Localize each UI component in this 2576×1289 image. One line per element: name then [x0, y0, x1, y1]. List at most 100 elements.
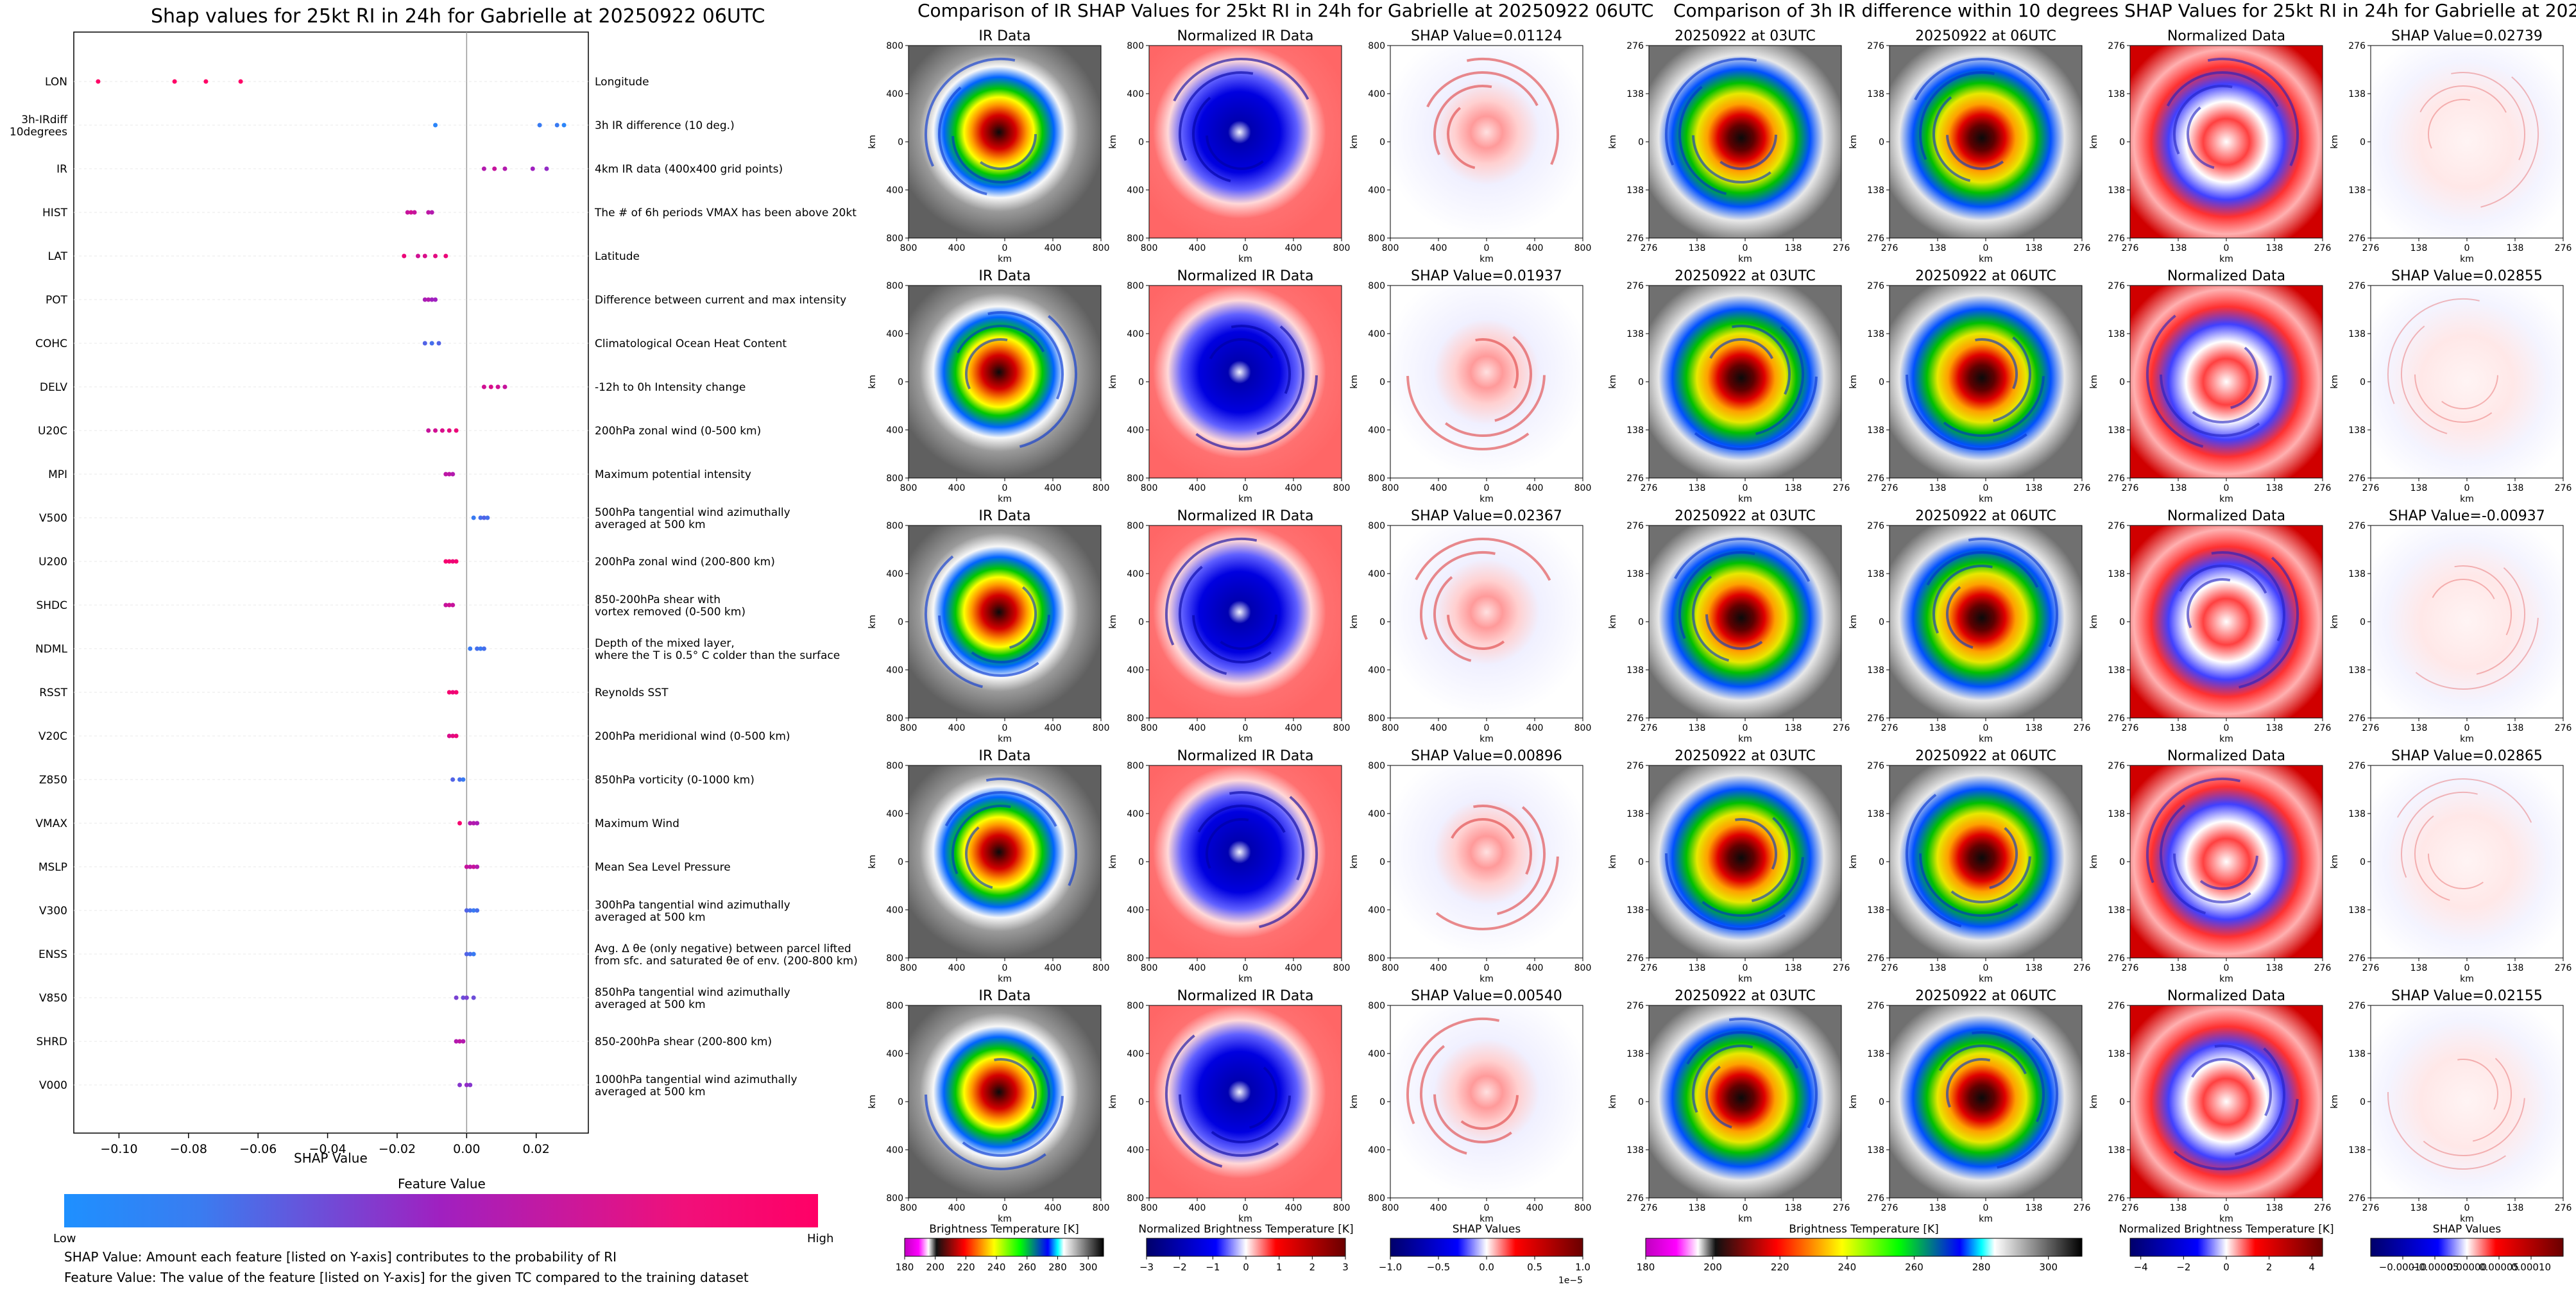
colorbar-tick-label: −2 — [1173, 1261, 1187, 1273]
x-tick-label: 800 — [900, 963, 917, 973]
y-tick-label: 276 — [2108, 234, 2125, 244]
feature-desc-label: 4km IR data (400x400 grid points) — [595, 163, 783, 176]
feature-colorbar-high: High — [807, 1232, 834, 1245]
y-tick-label: 0 — [898, 617, 903, 627]
swirl-band — [1209, 338, 1274, 359]
colorbar-tick-label: 4 — [2309, 1261, 2316, 1273]
y-tick-label: 276 — [1626, 41, 1644, 51]
swirl-band — [2454, 565, 2512, 636]
y-tick-label: 0 — [1638, 137, 1644, 148]
x-tick-label: 800 — [1574, 243, 1592, 253]
y-axis-label: km — [867, 615, 878, 629]
y-tick-label: 138 — [2108, 569, 2125, 579]
y-tick-label: 276 — [1867, 474, 1884, 484]
y-axis-label: km — [1608, 1095, 1618, 1109]
image-panel — [1148, 285, 1342, 479]
y-tick-label: 276 — [2348, 953, 2366, 964]
swirl-band — [994, 1058, 1037, 1109]
x-tick-label: 276 — [2362, 723, 2380, 733]
y-tick-label: 138 — [2348, 1049, 2366, 1059]
x-tick-label: 138 — [1785, 963, 1802, 973]
shap-point — [530, 166, 535, 171]
x-tick-label: 138 — [2170, 1203, 2187, 1213]
panel-title: Normalized IR Data — [1177, 988, 1313, 1004]
swirl-band — [2387, 298, 2480, 404]
y-tick-label: 276 — [2348, 761, 2366, 771]
x-tick-label: 138 — [1689, 243, 1706, 253]
image-panel — [1390, 285, 1583, 479]
swirl-band — [1664, 853, 1786, 930]
swirl-band — [2480, 76, 2539, 208]
y-axis-label: km — [2089, 375, 2099, 389]
swirl-band — [1692, 576, 1730, 662]
x-tick-label: 276 — [2555, 963, 2572, 973]
x-axis-label: km — [1979, 974, 1993, 984]
y-tick-label: 276 — [1867, 761, 1884, 771]
y-tick-label: 800 — [1127, 761, 1144, 771]
shap-point — [422, 253, 427, 259]
colorbar-tick-label: −2 — [2176, 1261, 2190, 1273]
x-tick-label: 276 — [1881, 1203, 1898, 1213]
panel-title: 20250922 at 06UTC — [1915, 28, 2056, 44]
swirl-band — [1709, 338, 1774, 359]
colorbar-title: Normalized Brightness Temperature [K] — [2119, 1223, 2333, 1236]
x-axis-label: km — [2460, 734, 2474, 744]
swirl-band — [1415, 538, 1551, 581]
swirl-band — [965, 338, 1008, 389]
y-tick-label: 400 — [1368, 185, 1385, 196]
y-tick-label: 138 — [1867, 905, 1884, 916]
x-tick-label: 800 — [1141, 243, 1158, 253]
x-tick-label: 800 — [900, 483, 917, 493]
x-axis-label: km — [998, 494, 1012, 504]
swirl-band — [2235, 1047, 2285, 1156]
x-axis-label: km — [1738, 1214, 1752, 1224]
ir-shap-title: Comparison of IR SHAP Values for 25kt RI… — [917, 0, 1654, 21]
y-tick-label: 276 — [1626, 474, 1644, 484]
swirl-band — [925, 58, 1016, 167]
swirl-band — [2428, 99, 2471, 149]
shap-point — [537, 123, 542, 128]
shap-point — [471, 995, 476, 1000]
y-tick-label: 400 — [1368, 569, 1385, 579]
y-tick-label: 138 — [1867, 1049, 1884, 1059]
x-tick-label: 276 — [2314, 243, 2332, 253]
swirl-band — [1195, 375, 1318, 450]
x-tick-label: 138 — [2507, 483, 2524, 493]
image-panel — [2129, 765, 2323, 959]
x-tick-label: 276 — [1833, 723, 1850, 733]
x-tick-label: 400 — [1045, 723, 1062, 733]
shap-point — [443, 602, 448, 608]
swirl-band — [962, 1096, 1064, 1157]
x-axis-label: km — [2460, 1214, 2474, 1224]
panel-title: Normalized IR Data — [1177, 748, 1313, 764]
swirl-band — [2146, 778, 2241, 884]
x-tick-label: 800 — [1574, 723, 1592, 733]
y-axis-label: km — [1608, 375, 1618, 389]
x-tick-label: 276 — [2555, 723, 2572, 733]
y-tick-label: 0 — [2119, 1097, 2125, 1107]
swirl-band — [1989, 826, 2018, 889]
swirl-band — [2192, 375, 2272, 423]
shap-point — [433, 123, 438, 128]
shap-point — [436, 341, 441, 346]
y-axis-label: km — [1848, 615, 1859, 629]
y-tick-label: 138 — [1626, 1049, 1644, 1059]
shap-point — [475, 908, 480, 913]
x-tick-label: 138 — [2507, 243, 2524, 253]
swirl-band — [1165, 538, 1258, 646]
colorbar-title: Brightness Temperature [K] — [929, 1223, 1079, 1236]
shap-point — [461, 777, 466, 782]
image-panel — [2129, 285, 2323, 479]
swirl-band — [2396, 778, 2532, 823]
colorbar-tick-label: 260 — [1018, 1261, 1036, 1273]
feature-desc-label: -12h to 0h Intensity change — [595, 381, 746, 394]
x-tick-label: 800 — [1574, 1203, 1592, 1213]
x-tick-label: 276 — [1881, 963, 1898, 973]
image-panel — [908, 525, 1102, 719]
shap-point — [454, 428, 459, 433]
y-tick-label: 138 — [2348, 185, 2366, 196]
x-axis-label: km — [1480, 254, 1494, 264]
x-tick-label: −0.02 — [379, 1142, 416, 1156]
y-tick-label: 0 — [2119, 857, 2125, 867]
x-tick-label: 0 — [2224, 723, 2230, 733]
